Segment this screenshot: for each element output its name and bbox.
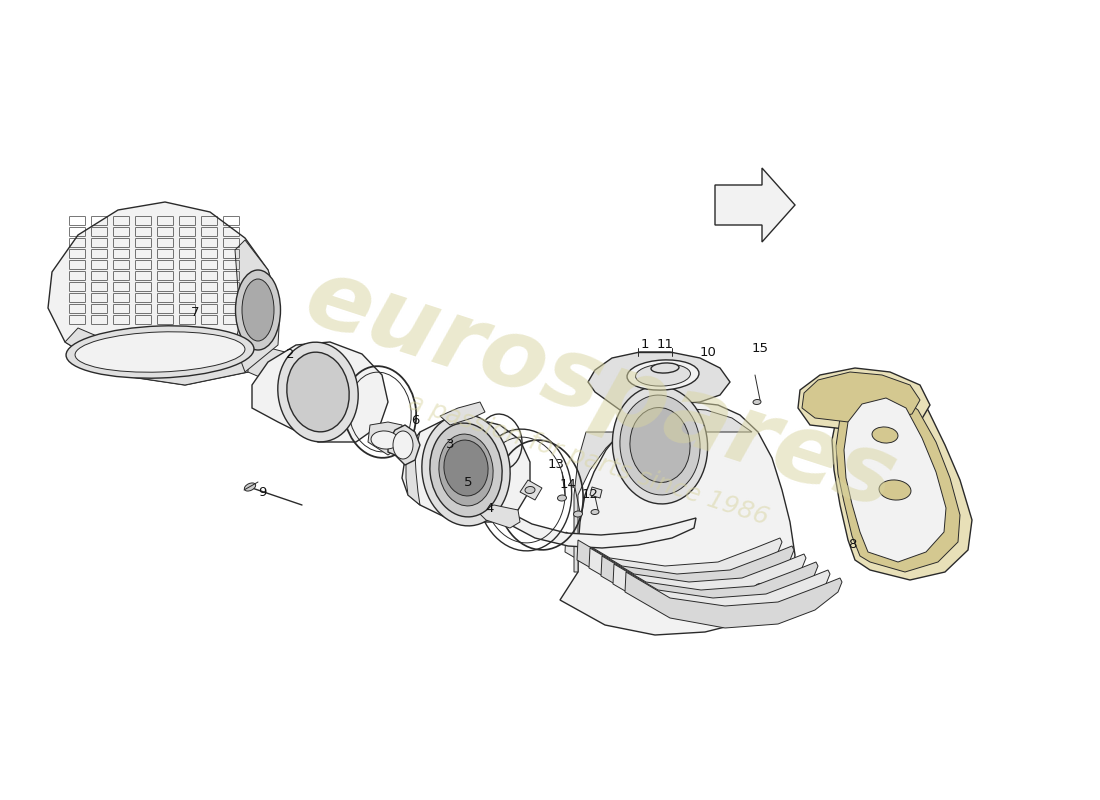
Ellipse shape [430, 423, 502, 517]
Ellipse shape [620, 395, 700, 495]
Text: 12: 12 [582, 487, 598, 501]
Ellipse shape [439, 434, 493, 506]
Polygon shape [802, 372, 920, 424]
Text: 10: 10 [700, 346, 716, 358]
Polygon shape [832, 385, 972, 580]
Text: eurospares: eurospares [293, 250, 906, 530]
Text: 9: 9 [257, 486, 266, 498]
Ellipse shape [242, 279, 274, 341]
Polygon shape [440, 402, 485, 425]
Polygon shape [565, 532, 782, 588]
Polygon shape [65, 328, 275, 385]
Ellipse shape [558, 495, 566, 501]
Polygon shape [588, 352, 730, 410]
Text: 5: 5 [464, 475, 472, 489]
Ellipse shape [244, 483, 255, 491]
Polygon shape [836, 392, 960, 572]
Ellipse shape [525, 486, 535, 494]
Ellipse shape [371, 431, 399, 449]
Ellipse shape [573, 511, 583, 517]
Polygon shape [798, 368, 930, 432]
Polygon shape [388, 425, 420, 465]
Ellipse shape [75, 332, 245, 372]
Text: 15: 15 [751, 342, 769, 354]
Ellipse shape [872, 427, 898, 443]
Ellipse shape [636, 364, 691, 386]
Polygon shape [406, 432, 420, 505]
Polygon shape [520, 480, 542, 500]
Polygon shape [235, 240, 280, 372]
Polygon shape [625, 572, 842, 628]
Text: 13: 13 [548, 458, 564, 471]
Text: 3: 3 [446, 438, 454, 451]
Ellipse shape [287, 352, 349, 432]
Ellipse shape [444, 440, 488, 496]
Polygon shape [248, 345, 318, 392]
Polygon shape [48, 202, 280, 385]
Polygon shape [402, 418, 530, 522]
Ellipse shape [630, 407, 690, 482]
Text: 14: 14 [560, 478, 576, 490]
Ellipse shape [613, 386, 707, 504]
Text: 11: 11 [657, 338, 673, 350]
Polygon shape [715, 168, 795, 242]
Ellipse shape [627, 360, 698, 390]
Polygon shape [613, 564, 830, 620]
Ellipse shape [278, 342, 359, 442]
Polygon shape [590, 487, 602, 498]
Polygon shape [578, 540, 794, 596]
Polygon shape [476, 505, 520, 528]
Polygon shape [601, 556, 818, 612]
Text: 7: 7 [190, 306, 199, 318]
Ellipse shape [393, 431, 412, 459]
Polygon shape [560, 402, 795, 635]
Polygon shape [505, 510, 696, 548]
Text: 4: 4 [486, 502, 494, 514]
Text: 6: 6 [410, 414, 419, 426]
Text: 8: 8 [848, 538, 856, 551]
Ellipse shape [651, 363, 679, 373]
Text: a passion for parts since 1986: a passion for parts since 1986 [405, 390, 771, 530]
Polygon shape [588, 548, 806, 604]
Polygon shape [252, 342, 388, 442]
Ellipse shape [754, 399, 761, 405]
Ellipse shape [422, 414, 510, 526]
Text: 1: 1 [640, 338, 649, 351]
Text: 2: 2 [286, 349, 295, 362]
Ellipse shape [761, 605, 769, 610]
Ellipse shape [591, 510, 600, 514]
Ellipse shape [879, 480, 911, 500]
Polygon shape [574, 408, 752, 572]
Ellipse shape [66, 326, 254, 378]
Ellipse shape [755, 583, 769, 593]
Polygon shape [368, 422, 402, 455]
Polygon shape [844, 398, 946, 562]
Ellipse shape [235, 270, 280, 350]
